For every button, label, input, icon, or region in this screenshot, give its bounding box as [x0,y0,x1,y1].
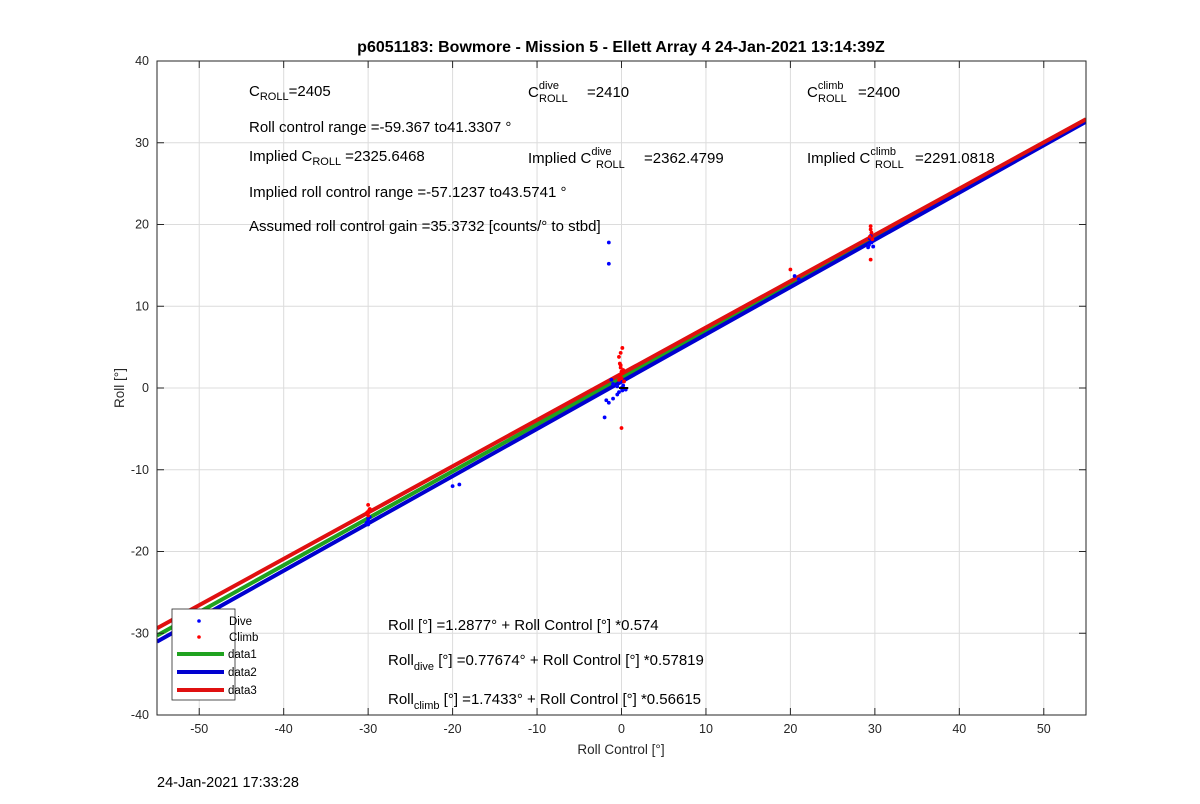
legend[interactable]: Dive Climb data1 data2 data3 [171,608,258,701]
climb-point [366,513,371,518]
y-tick-label: 0 [142,381,149,395]
y-tick-label: -30 [131,626,149,640]
legend-data1-label: data1 [228,649,257,661]
climb-point [788,267,793,272]
y-tick-label: -20 [131,545,149,559]
y-tick-label: 20 [135,218,149,232]
climb-point [622,379,626,384]
implied-c-dive-annotation: Implied Cdive ROLL =2362.4799 [528,146,724,171]
ticks [157,60,1086,716]
roll-range-annotation: Roll control range =-59.367 to41.3307 ° [249,119,511,136]
legend-dive-label: Dive [229,616,252,628]
x-tick-label: 20 [783,722,797,736]
legend-climb-marker [197,635,201,639]
tick-labels: -50 -40 -30 -20 -10 0 10 20 30 40 50 -40 -30 -20 -10 0 1… [131,54,1051,736]
y-tick-label: -40 [131,708,149,722]
climb-point [870,237,875,242]
implied-c-roll-annotation: Implied CROLL =2325.6468 [249,148,425,168]
x-tick-label: -40 [275,722,293,736]
x-tick-label: -20 [444,722,462,736]
dive-point [606,400,611,405]
dive-point [615,384,620,389]
implied-c-climb-annotation: Implied Cclimb ROLL =2291.0818 [807,146,995,171]
climb-point [868,224,873,229]
x-axis-label: Roll Control [°] [577,742,664,757]
dive-point [866,245,871,250]
c-roll-annotation: CROLL=2405 [249,83,331,103]
dive-point [606,261,611,266]
legend-dive-marker [197,619,201,623]
climb-point [868,227,873,232]
legend-data2-label: data2 [228,667,257,679]
climb-point [617,355,621,359]
chart-title: p6051183: Bowmore - Mission 5 - Ellett A… [357,39,885,56]
climb-point [618,350,623,355]
c-roll-dive-annotation: Cdive ROLL =2410 [528,80,629,105]
climb-point [869,230,874,235]
x-tick-label: -50 [190,722,208,736]
dive-point [611,396,615,401]
dive-point [621,383,626,388]
climb-point [620,371,625,376]
dive-point [450,484,455,488]
x-tick-label: 40 [952,722,966,736]
c-roll-climb-annotation: Cclimb ROLL =2400 [807,80,900,105]
data-layer [157,117,1086,644]
y-tick-label: -10 [131,463,149,477]
dive-point [604,398,609,403]
footer-timestamp: 24-Jan-2021 17:33:28 [157,775,299,791]
dive-point [606,240,611,245]
legend-data3-label: data3 [228,685,257,697]
dive-point [611,382,615,386]
climb-point [621,368,626,372]
fit-climb-annotation: Rollclimb [°] =1.7433° + Roll Control [°… [388,691,701,712]
dive-point [364,520,369,525]
climb-point [617,377,621,382]
implied-range-annotation: Implied roll control range =-57.1237 to4… [249,184,566,201]
y-tick-label: 40 [135,54,149,68]
dive-point [457,482,462,487]
climb-point [620,346,625,350]
legend-climb-label: Climb [229,632,258,644]
x-tick-label: 30 [868,722,882,736]
gain-annotation: Assumed roll control gain =35.3732 [coun… [249,218,601,235]
dive-point [609,377,614,382]
climb-point [618,363,623,368]
x-tick-label: 0 [618,722,625,736]
y-axis-label: Roll [°] [112,368,127,408]
dive-point [620,388,625,393]
dive-point [869,240,874,245]
y-tick-label: 30 [135,136,149,150]
x-tick-label: 10 [699,722,713,736]
climb-point [867,234,872,239]
dive-point [792,274,797,278]
fit-all-annotation: Roll [°] =1.2877° + Roll Control [°] *0.… [388,617,659,634]
dive-point [615,392,620,397]
y-tick-label: 10 [135,299,149,313]
fit-dive-annotation: Rolldive [°] =0.77674° + Roll Control [°… [388,652,704,673]
climb-point [366,503,371,507]
dive-point [796,277,801,282]
climb-point [367,508,371,513]
climb-point [868,257,873,262]
dive-point [602,415,607,420]
dive-point [871,244,876,249]
climb-point [619,426,624,430]
x-tick-label: -30 [359,722,377,736]
x-tick-label: -10 [528,722,546,736]
x-tick-label: 50 [1037,722,1051,736]
